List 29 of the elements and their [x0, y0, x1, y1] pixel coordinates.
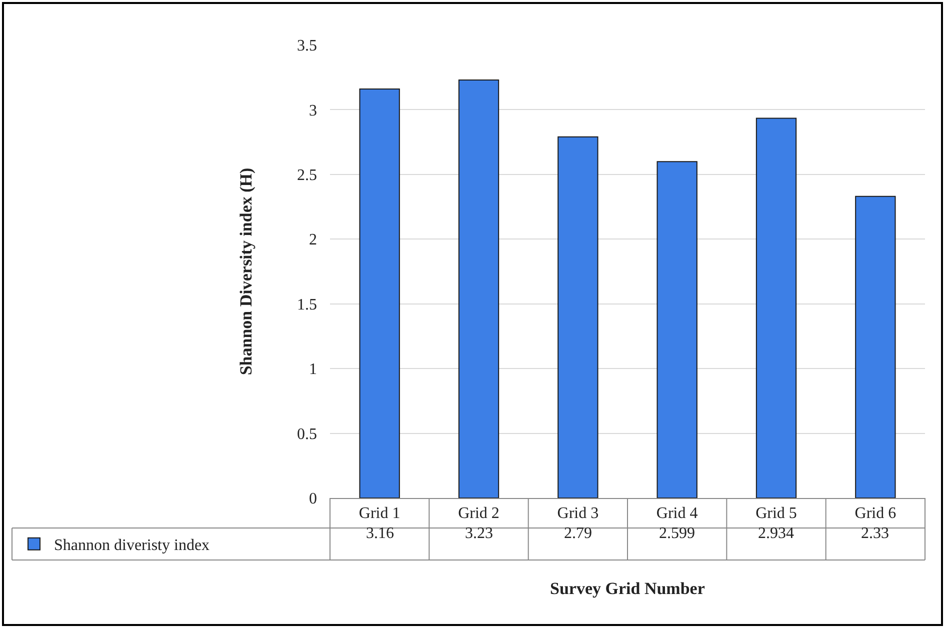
bar: [558, 136, 598, 498]
data-label: 2.599: [659, 525, 695, 542]
data-label: 2.33: [861, 525, 889, 542]
y-axis-title: Shannon Diversity index (H): [236, 168, 256, 376]
data-label: 2.934: [758, 525, 794, 542]
x-tick-label: Grid 5: [756, 505, 797, 522]
bar: [359, 88, 400, 498]
y-tick-label: 2: [309, 232, 317, 249]
x-tick-label: Grid 2: [458, 505, 500, 522]
data-label: 2.79: [564, 525, 592, 542]
x-tick-label: Grid 1: [358, 505, 400, 522]
bar: [458, 79, 500, 498]
x-tick-label: Grid 3: [557, 505, 599, 522]
x-tick-label: Grid 6: [854, 505, 896, 522]
x-tick-label: Grid 4: [656, 505, 698, 522]
data-label: 3.16: [366, 525, 394, 542]
bar: [656, 161, 698, 498]
data-label: 3.23: [465, 525, 493, 542]
y-tick-label: 3: [309, 102, 317, 120]
y-tick-label: 1.5: [297, 296, 317, 314]
bar: [756, 118, 797, 498]
y-tick-label: 2.5: [297, 167, 317, 184]
x-axis-title: Survey Grid Number: [550, 579, 706, 598]
y-tick-label: 0: [309, 490, 317, 508]
y-tick-label: 0.5: [297, 426, 317, 443]
y-tick-label: 1: [309, 361, 317, 378]
legend-label: Shannon diveristy index: [54, 537, 210, 554]
y-tick-label: 3.5: [297, 38, 317, 55]
bar: [855, 196, 896, 498]
